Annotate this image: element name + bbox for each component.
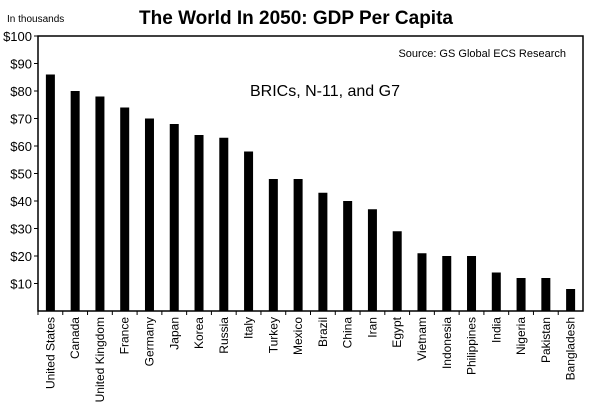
x-tick-label: Germany <box>142 317 156 366</box>
bar <box>144 118 154 311</box>
x-tick-label: Philippines <box>465 317 479 375</box>
bar <box>95 96 105 311</box>
y-tick-label: $80 <box>10 84 32 99</box>
y-tick-label: $100 <box>3 29 32 44</box>
bar <box>194 135 204 311</box>
y-tick-label: $10 <box>10 277 32 292</box>
x-tick-label: France <box>118 317 132 355</box>
x-tick-label: Russia <box>217 317 231 354</box>
bar <box>219 137 229 311</box>
bar <box>244 151 254 311</box>
bar <box>45 74 55 311</box>
bars <box>45 74 576 311</box>
chart-title: The World In 2050: GDP Per Capita <box>139 8 453 29</box>
x-tick-label: United Kingdom <box>93 317 107 402</box>
y-tick-label: $30 <box>10 222 32 237</box>
bar <box>120 107 130 311</box>
bar <box>442 256 452 311</box>
chart-annotation: BRICs, N-11, and G7 <box>250 83 400 100</box>
x-tick-label: Italy <box>242 317 256 339</box>
x-tick-label: Canada <box>68 317 82 359</box>
x-tick-label: Vietnam <box>415 317 429 361</box>
bar <box>392 231 402 311</box>
x-tick-label: Turkey <box>266 317 280 353</box>
bar <box>318 192 328 311</box>
bar <box>491 272 501 311</box>
bar <box>169 124 179 311</box>
unit-note: In thousands <box>7 14 64 25</box>
bar <box>467 256 477 311</box>
y-axis: $10 $20 $30 $40 $50 $60 $70 $80 $90 $100 <box>3 29 38 292</box>
y-tick-label: $40 <box>10 194 32 209</box>
x-tick-label: Iran <box>365 317 379 338</box>
x-tick-label: Indonesia <box>440 317 454 369</box>
x-tick-label: Korea <box>192 317 206 349</box>
x-tick-label: Mexico <box>291 317 305 355</box>
bar <box>343 201 353 311</box>
source-text: Source: GS Global ECS Research <box>398 48 566 60</box>
x-tick-label: Nigeria <box>514 317 528 355</box>
x-tick-label: United States <box>43 317 57 389</box>
x-tick-label: China <box>341 317 355 349</box>
x-tick-label: Brazil <box>316 317 330 347</box>
x-tick-label: Pakistan <box>539 317 553 363</box>
bar <box>541 278 551 311</box>
bar <box>417 253 427 311</box>
bar <box>70 91 80 311</box>
y-tick-label: $70 <box>10 112 32 127</box>
bar <box>367 209 377 311</box>
y-tick-label: $90 <box>10 57 32 72</box>
x-tick-label: Egypt <box>390 316 404 347</box>
y-tick-label: $60 <box>10 139 32 154</box>
x-tick-label: Bangladesh <box>564 317 578 380</box>
bar <box>268 179 278 311</box>
bar <box>293 179 303 311</box>
y-tick-label: $50 <box>10 167 32 182</box>
x-tick-label: India <box>489 317 503 343</box>
bar <box>566 289 576 311</box>
x-axis: United States Canada United Kingdom France G… <box>37 311 578 402</box>
y-tick-label: $20 <box>10 249 32 264</box>
x-tick-label: Japan <box>167 317 181 350</box>
bar <box>516 278 526 311</box>
